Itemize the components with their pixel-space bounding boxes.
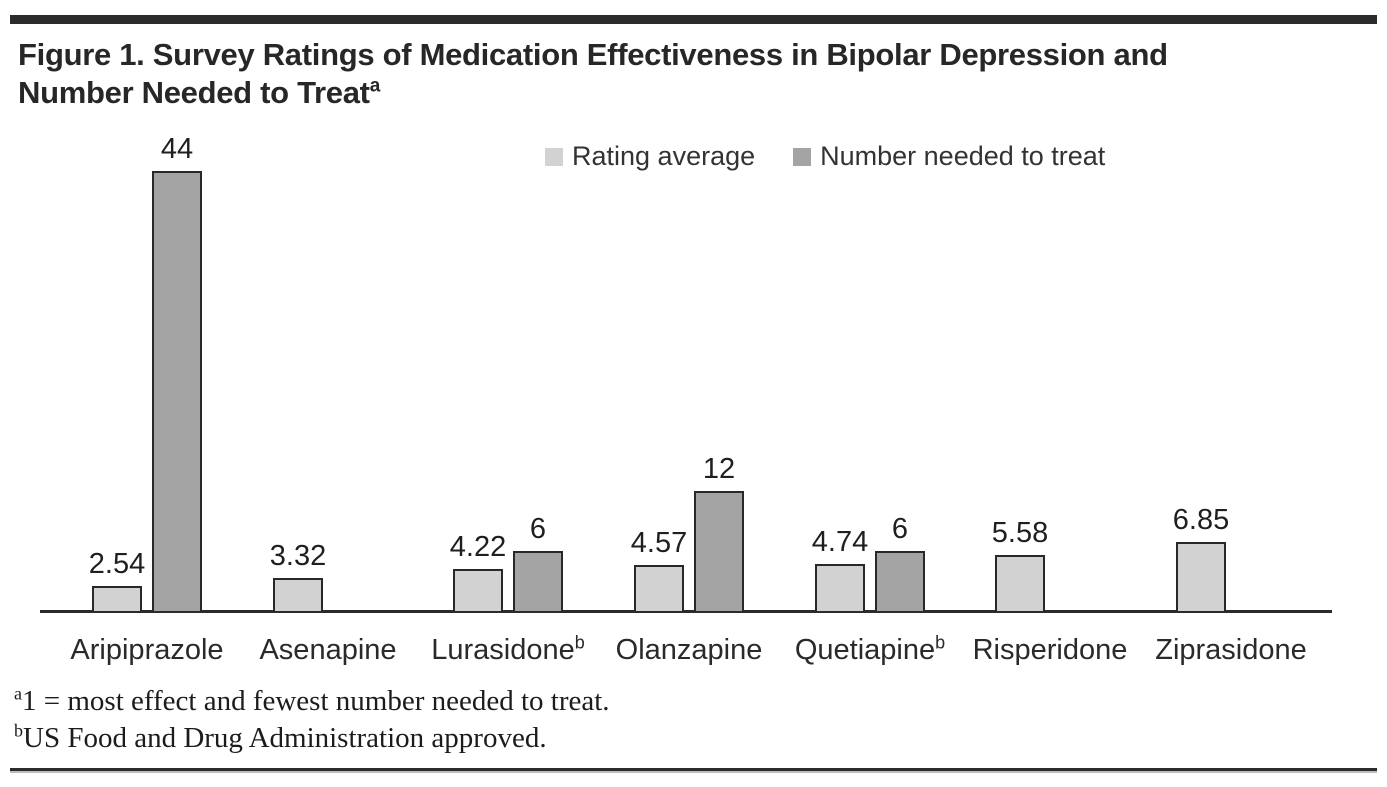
bar-number-needed-to-treat-quetiapine: [875, 551, 925, 611]
category-label-asenapine: Asenapine: [259, 634, 397, 666]
legend-swatch-number-needed-to-treat: [793, 147, 812, 166]
legend-item-rating-average: Rating average: [545, 141, 755, 172]
bar-number-needed-to-treat-lurasidone: [513, 551, 563, 611]
footnote-b-text: US Food and Drug Administration approved…: [23, 722, 547, 754]
top-rule: [10, 15, 1377, 24]
bar-rating-average-olanzapine: [634, 565, 684, 611]
category-superscript: b: [574, 632, 585, 653]
value-label-number-needed-to-treat-lurasidone: 6: [529, 513, 547, 545]
value-label-rating-average-aripiprazole: 2.54: [88, 548, 146, 580]
footnote-a-marker: a: [14, 683, 22, 704]
figure-title: Figure 1. Survey Ratings of Medication E…: [18, 36, 1168, 112]
footnote-a: a1 = most effect and fewest number neede…: [14, 683, 610, 720]
footnote-a-text: 1 = most effect and fewest number needed…: [22, 685, 610, 717]
category-label-ziprasidone: Ziprasidone: [1155, 634, 1307, 666]
bar-number-needed-to-treat-aripiprazole: [152, 171, 202, 611]
bar-rating-average-asenapine: [273, 578, 323, 611]
category-superscript: b: [935, 632, 946, 653]
bottom-rule: [10, 768, 1377, 771]
legend-label-rating-average: Rating average: [572, 141, 756, 171]
value-label-rating-average-quetiapine: 4.74: [811, 526, 869, 558]
value-label-rating-average-lurasidone: 4.22: [449, 531, 507, 563]
category-label-aripiprazole: Aripiprazole: [70, 634, 224, 666]
figure-title-superscript: a: [369, 75, 381, 97]
bar-rating-average-aripiprazole: [92, 586, 142, 611]
x-axis-line: [40, 610, 1332, 613]
value-label-rating-average-risperidone: 5.58: [991, 517, 1049, 549]
legend-item-number-needed-to-treat: Number needed to treat: [793, 141, 1105, 172]
category-label-risperidone: Risperidone: [972, 634, 1128, 666]
bar-number-needed-to-treat-olanzapine: [694, 491, 744, 611]
value-label-number-needed-to-treat-olanzapine: 12: [702, 453, 736, 485]
category-label-quetiapine: Quetiapineb: [794, 632, 946, 666]
value-label-rating-average-ziprasidone: 6.85: [1172, 504, 1230, 536]
category-label-olanzapine: Olanzapine: [615, 634, 763, 666]
value-label-rating-average-asenapine: 3.32: [269, 540, 327, 572]
figure-title-line1: Figure 1. Survey Ratings of Medication E…: [18, 37, 1168, 72]
bar-rating-average-ziprasidone: [1176, 542, 1226, 611]
category-label-lurasidone: Lurasidoneb: [431, 632, 585, 666]
footnote-b: bUS Food and Drug Administration approve…: [14, 720, 610, 757]
footnote-b-marker: b: [14, 720, 23, 741]
legend-swatch-rating-average: [545, 147, 563, 166]
value-label-number-needed-to-treat-quetiapine: 6: [891, 513, 909, 545]
bar-rating-average-risperidone: [995, 555, 1045, 611]
figure-title-line2: Number Needed to Treat: [18, 75, 370, 110]
chart-legend: Rating average Number needed to treat: [545, 141, 1105, 172]
legend-label-number-needed-to-treat: Number needed to treat: [820, 141, 1106, 171]
value-label-number-needed-to-treat-aripiprazole: 44: [160, 133, 194, 165]
footnotes: a1 = most effect and fewest number neede…: [14, 683, 610, 757]
bar-rating-average-lurasidone: [453, 569, 503, 611]
value-label-rating-average-olanzapine: 4.57: [630, 527, 688, 559]
bar-rating-average-quetiapine: [815, 564, 865, 611]
